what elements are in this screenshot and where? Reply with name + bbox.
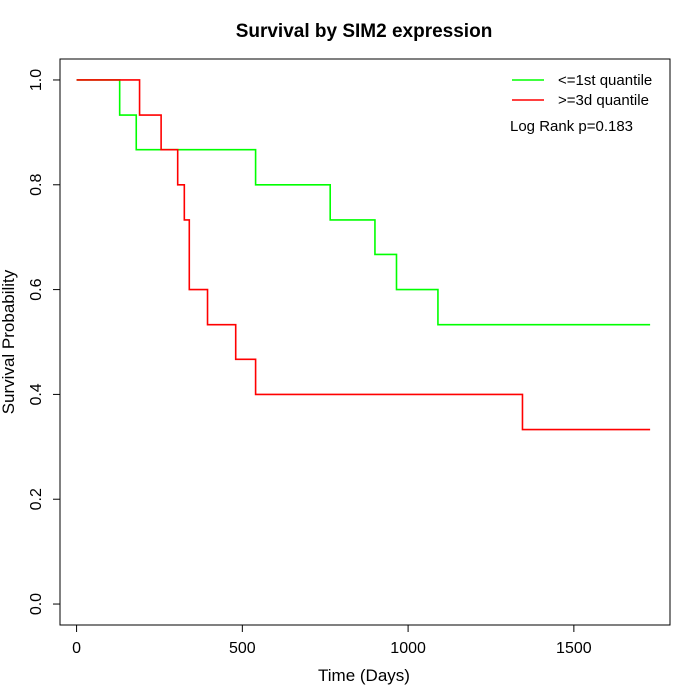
- plot-frame: [59, 58, 671, 626]
- x-tick-label: 0: [72, 640, 81, 657]
- chart-title: Survival by SIM2 expression: [236, 21, 493, 42]
- legend-label: >=3d quantile: [558, 92, 649, 109]
- x-tick-label: 1500: [556, 640, 592, 657]
- y-tick-label: 0.4: [28, 383, 45, 405]
- series-line-1: [76, 79, 651, 431]
- y-axis-label: Survival Probability: [0, 269, 18, 414]
- legend: <=1st quantile >=3d quantile: [512, 72, 652, 109]
- x-axis-label: Time (Days): [318, 666, 410, 685]
- legend-label: <=1st quantile: [558, 72, 652, 89]
- y-tick-label: 0.0: [28, 593, 45, 615]
- series-layer: [76, 79, 651, 431]
- y-axis: 0.0 0.2 0.4 0.6 0.8 1.0: [28, 69, 61, 615]
- y-tick-label: 0.6: [28, 278, 45, 300]
- x-tick-label: 1000: [390, 640, 426, 657]
- x-axis: 0 500 1000 1500: [72, 624, 592, 657]
- log-rank-annotation: Log Rank p=0.183: [510, 118, 633, 135]
- x-tick-label: 500: [229, 640, 256, 657]
- y-tick-label: 1.0: [28, 69, 45, 91]
- series-line-0: [76, 79, 651, 326]
- y-tick-label: 0.2: [28, 488, 45, 510]
- y-tick-label: 0.8: [28, 174, 45, 196]
